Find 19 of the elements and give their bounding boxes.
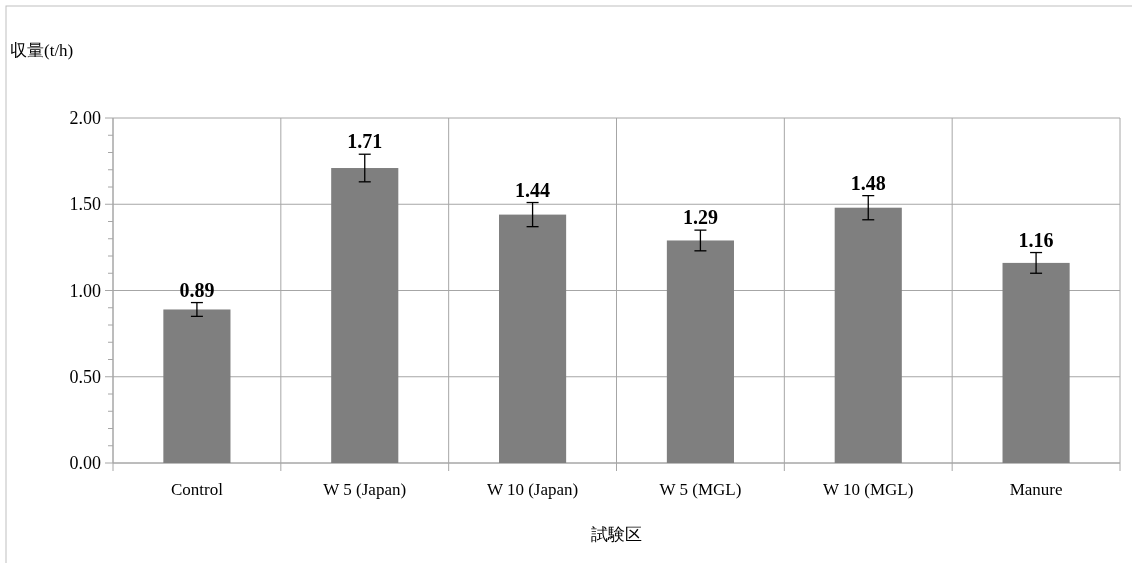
x-tick-label: W 5 (Japan) bbox=[323, 480, 407, 499]
y-tick-label: 0.50 bbox=[69, 366, 101, 387]
data-label: 1.44 bbox=[515, 178, 551, 201]
y-tick-label: 1.00 bbox=[69, 280, 101, 301]
data-label: 0.89 bbox=[179, 278, 215, 301]
data-label: 1.48 bbox=[850, 171, 886, 194]
y-tick-label: 1.50 bbox=[69, 194, 101, 215]
x-tick-label: Manure bbox=[1009, 480, 1063, 499]
data-label: 1.29 bbox=[682, 206, 718, 229]
y-axis-title: 収量(t/h) bbox=[10, 41, 74, 60]
y-tick-label: 2.00 bbox=[69, 108, 101, 128]
y-tick-label: 0.00 bbox=[69, 453, 101, 473]
x-tick-label: W 10 (Japan) bbox=[486, 480, 579, 499]
x-tick-label: W 10 (MGL) bbox=[823, 480, 914, 499]
x-tick-label: W 5 (MGL) bbox=[659, 480, 742, 499]
x-axis-title: 試験区 bbox=[591, 525, 642, 544]
x-tick-label: Control bbox=[170, 480, 224, 499]
data-label: 1.71 bbox=[347, 130, 383, 153]
data-label: 1.16 bbox=[1018, 228, 1054, 251]
